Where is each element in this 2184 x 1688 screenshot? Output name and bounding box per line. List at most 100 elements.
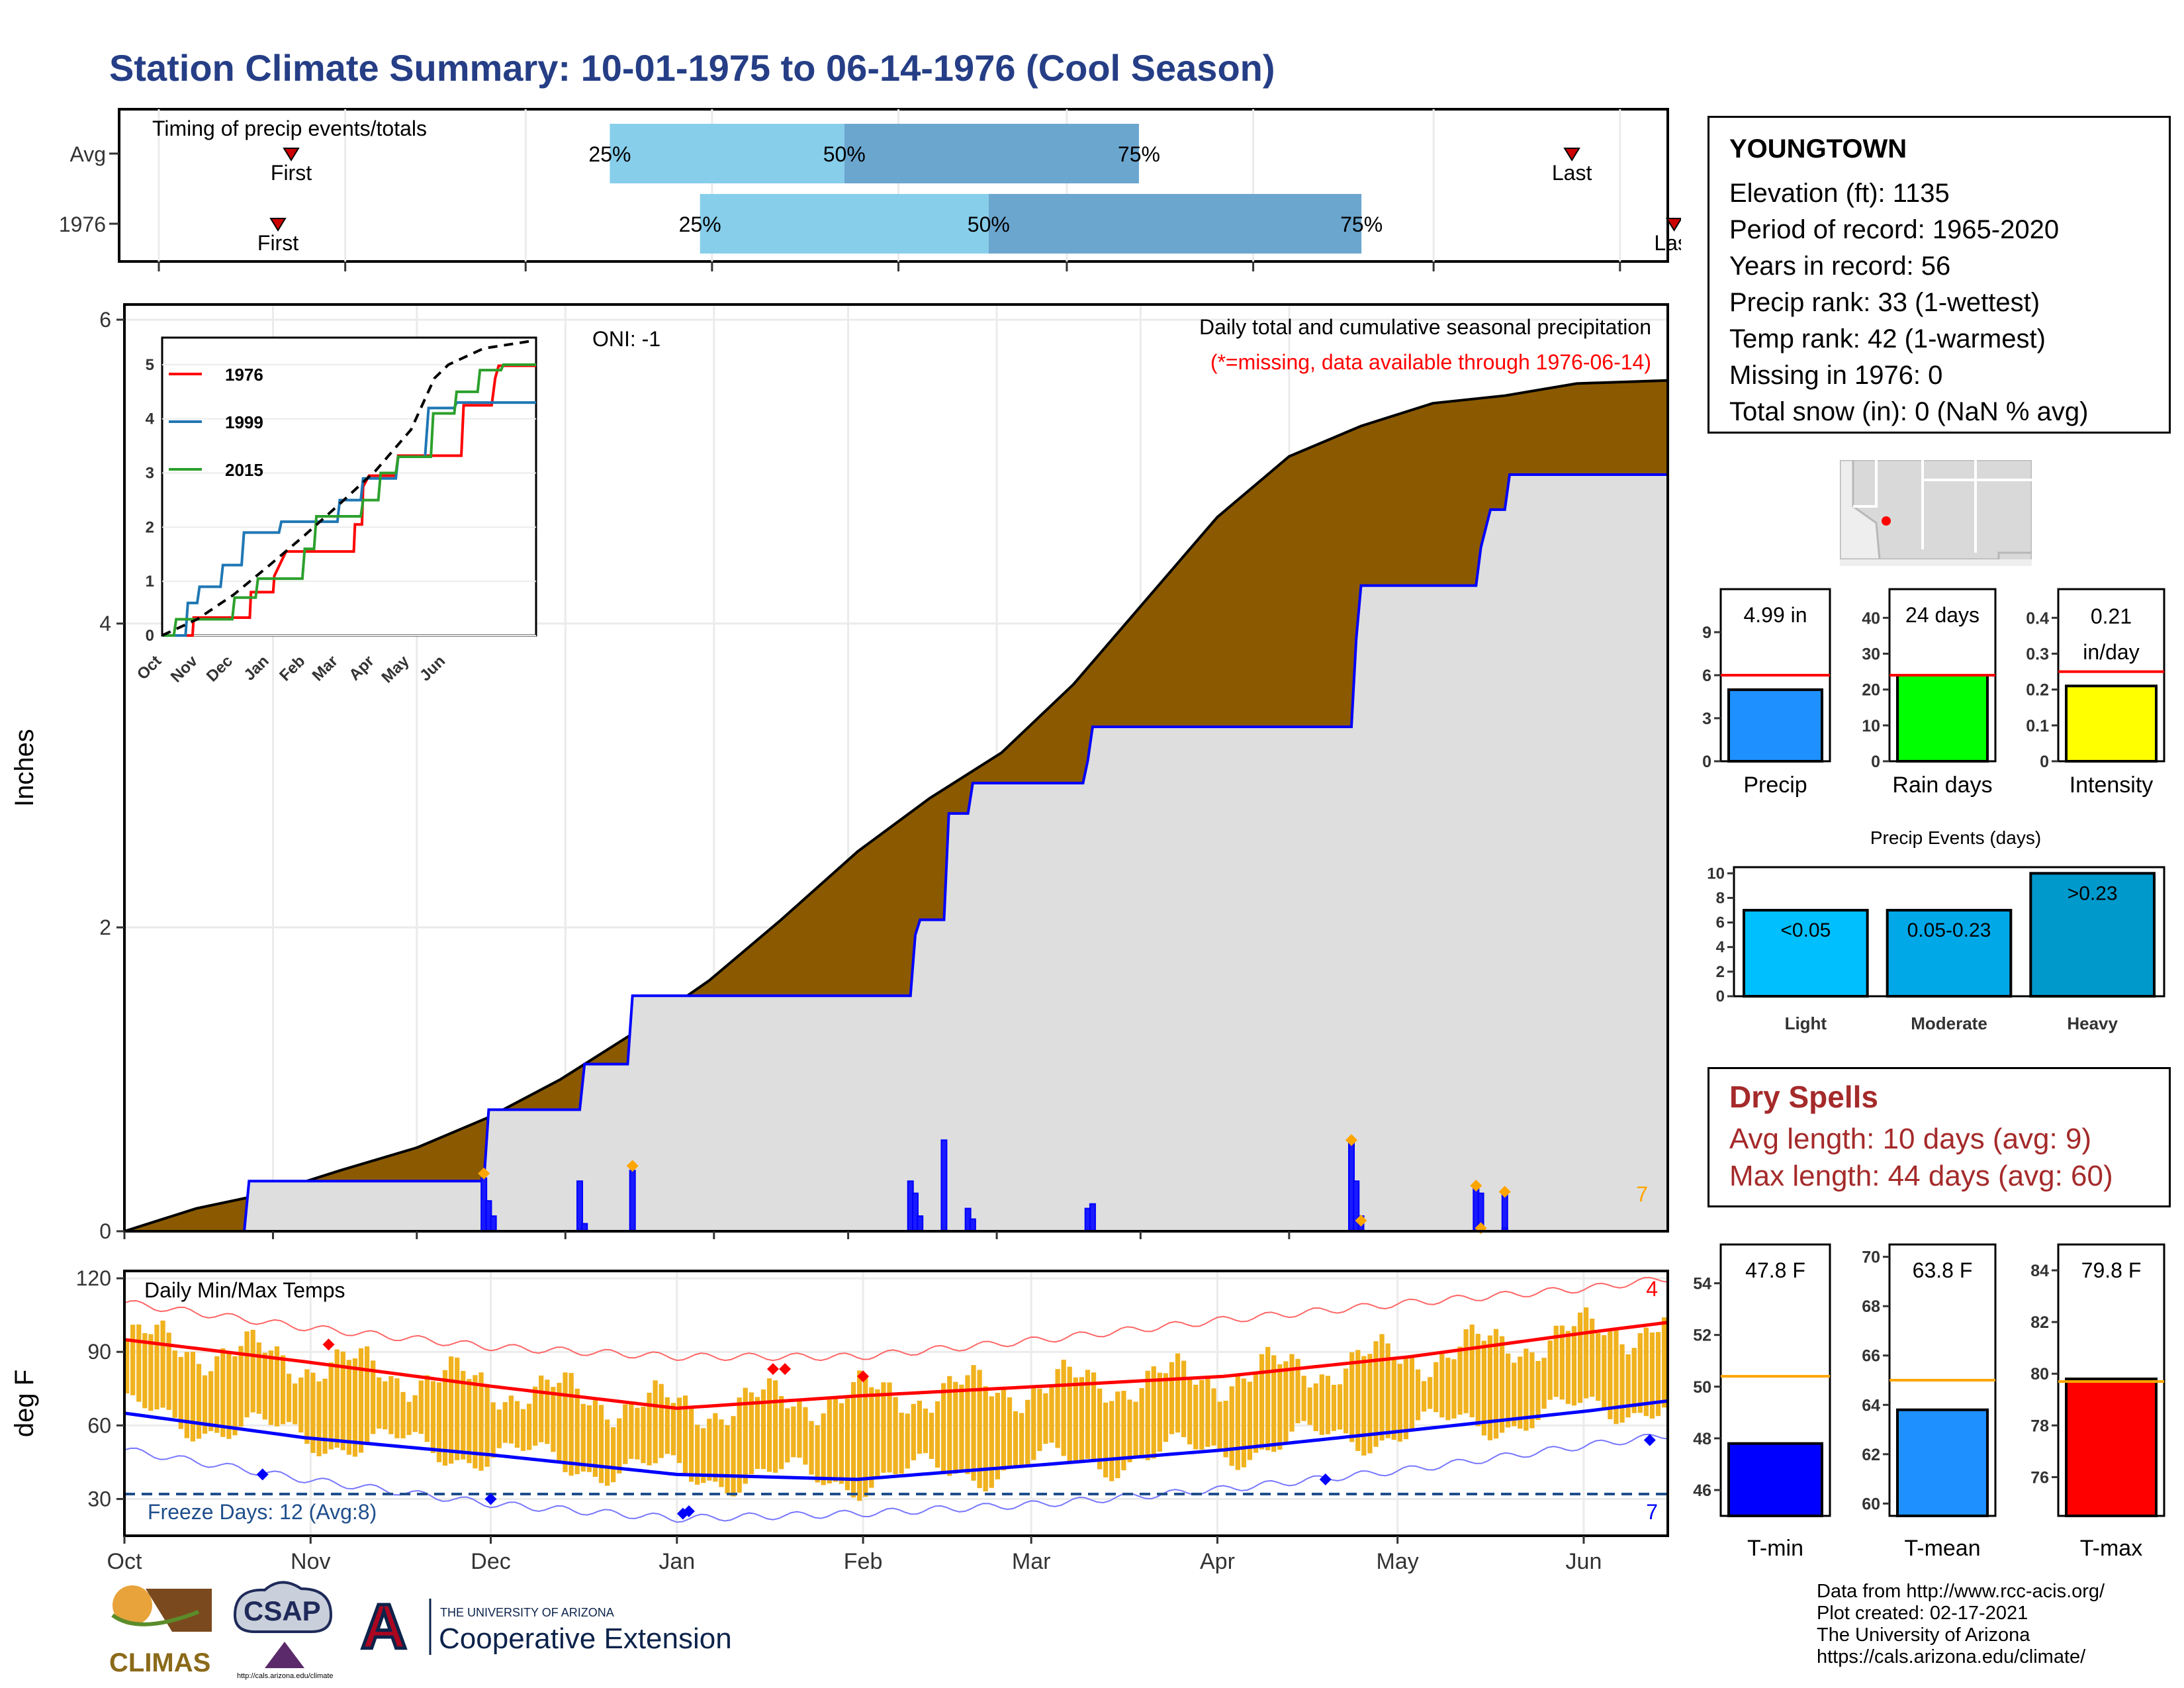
daily-temp-bar <box>208 1371 214 1431</box>
record-min-marker <box>256 1468 269 1481</box>
y-tick-label: 64 <box>1862 1396 1880 1415</box>
daily-temp-bar <box>754 1397 760 1470</box>
summary-value-bar <box>2065 684 2158 763</box>
daily-temp-bar <box>641 1407 646 1464</box>
summary-value-bar <box>1727 1442 1823 1517</box>
footer-line: https://cals.arizona.edu/climate/ <box>1817 1646 2086 1667</box>
daily-temp-bar <box>478 1372 484 1471</box>
daily-temp-bar <box>707 1419 712 1481</box>
daily-temp-bar <box>1415 1369 1421 1421</box>
summary-value-bar <box>1896 674 1989 763</box>
daily-temp-bar <box>965 1375 970 1474</box>
daily-temp-bar <box>1602 1335 1607 1410</box>
quartile-bar-50-75 <box>844 124 1139 183</box>
daily-precip-bar <box>629 1170 636 1233</box>
daily-temp-bar <box>1277 1364 1283 1450</box>
q75-label: 75% <box>1118 142 1160 166</box>
daily-temp-bar <box>484 1383 490 1467</box>
temp-summary-charts: 46 48 50 52 54 47.8 F T-min 60 62 64 66 68 70 63.8 F T… <box>1693 1243 2165 1561</box>
daily-temp-bar <box>316 1381 322 1456</box>
daily-temp-bar <box>358 1348 364 1453</box>
daily-temp-bar <box>977 1370 982 1489</box>
precip-rank-text: Precip rank: 33 (1-wettest) <box>1729 288 2040 317</box>
daily-temp-bar <box>256 1342 261 1414</box>
temp-chart-title: Daily Min/Max Temps <box>144 1278 345 1302</box>
daily-temp-bar <box>220 1348 226 1437</box>
daily-temp-bar <box>1121 1391 1126 1471</box>
temp-rank-text: Temp rank: 42 (1-warmest) <box>1729 324 2046 353</box>
daily-temp-bar <box>863 1375 868 1497</box>
daily-temp-bar <box>1649 1332 1655 1419</box>
daily-temp-bar <box>1583 1307 1589 1399</box>
daily-temp-bar <box>1535 1360 1541 1421</box>
daily-temp-bar <box>424 1375 430 1442</box>
daily-temp-bar <box>995 1393 1000 1479</box>
daily-temp-bar <box>508 1395 514 1444</box>
daily-temp-bar <box>635 1407 640 1460</box>
last-marker <box>1563 148 1580 162</box>
freeze-days-label: Freeze Days: 12 (Avg:8) <box>148 1500 377 1524</box>
q25-label: 25% <box>679 212 721 236</box>
ua-big-text: Cooperative Extension <box>439 1622 732 1655</box>
q50-label: 50% <box>968 212 1010 236</box>
daily-temp-bar <box>1355 1350 1361 1451</box>
daily-temp-bar <box>490 1402 496 1458</box>
daily-temp-bar <box>1547 1340 1553 1400</box>
daily-temp-bar <box>172 1350 177 1418</box>
daily-temp-bar <box>1217 1401 1222 1450</box>
daily-temp-bar <box>310 1372 316 1453</box>
inset-series-line <box>162 363 536 637</box>
daily-temp-bar <box>1499 1336 1505 1433</box>
daily-temp-bar <box>190 1352 196 1442</box>
x-tick-label: Jan <box>659 1549 695 1574</box>
footer-credits: Data from http://www.rcc-acis.org/ Plot … <box>1817 1581 2105 1668</box>
daily-temp-bar <box>1013 1411 1019 1466</box>
daily-temp-bar <box>893 1397 898 1475</box>
daily-temp-bar <box>574 1388 580 1474</box>
daily-temp-bar <box>857 1370 862 1501</box>
daily-temp-bar <box>1637 1333 1643 1413</box>
y-tick-label: 6 <box>99 308 111 332</box>
daily-temp-bar <box>1349 1352 1355 1442</box>
daily-temp-bar <box>1313 1383 1318 1431</box>
inset-y-tick-label: 3 <box>146 465 154 483</box>
daily-temp-bar <box>1085 1370 1091 1459</box>
daily-temp-bar <box>340 1351 345 1450</box>
daily-temp-bar <box>1385 1343 1390 1438</box>
first-label: First <box>257 231 298 255</box>
daily-temp-bar <box>1019 1413 1024 1468</box>
daily-temp-bar <box>1403 1358 1409 1440</box>
daily-temp-bar <box>388 1376 394 1434</box>
daily-temp-bar <box>304 1369 310 1444</box>
last-label: Last <box>1654 231 1681 255</box>
timing-row-label: 1976 <box>59 212 106 236</box>
events-chart-title: Precip Events (days) <box>1870 827 2041 848</box>
inset-legend-label: 1976 <box>225 365 263 385</box>
daily-temp-bar <box>1211 1388 1216 1446</box>
daily-temp-bar <box>124 1339 130 1394</box>
daily-temp-bar <box>580 1403 586 1472</box>
y-tick-label: 50 <box>1693 1378 1711 1397</box>
y-tick-label: 84 <box>2030 1262 2049 1280</box>
x-tick-label: Dec <box>471 1549 510 1574</box>
summary-panel-label: T-mean <box>1904 1536 1980 1561</box>
daily-temp-bar <box>1577 1312 1583 1403</box>
daily-temp-bar <box>1079 1377 1085 1461</box>
daily-temp-bar <box>178 1356 183 1429</box>
event-marker <box>1470 1180 1482 1192</box>
daily-temp-bar <box>377 1377 382 1429</box>
daily-temp-bar <box>1049 1385 1054 1443</box>
daily-temp-bar <box>1139 1387 1144 1459</box>
x-tick-label: Feb <box>844 1549 883 1574</box>
daily-temp-bar <box>1055 1369 1060 1448</box>
daily-temp-bar <box>875 1389 880 1479</box>
y-tick-label: 4 <box>99 612 111 635</box>
daily-temp-bar <box>1241 1378 1247 1468</box>
daily-temp-bar <box>623 1404 628 1464</box>
daily-temp-bar <box>196 1364 202 1439</box>
daily-temp-bar <box>298 1377 304 1432</box>
daily-temp-bar <box>827 1399 832 1484</box>
event-marker <box>1355 1214 1367 1227</box>
y-tick-label: 2 <box>99 915 111 939</box>
